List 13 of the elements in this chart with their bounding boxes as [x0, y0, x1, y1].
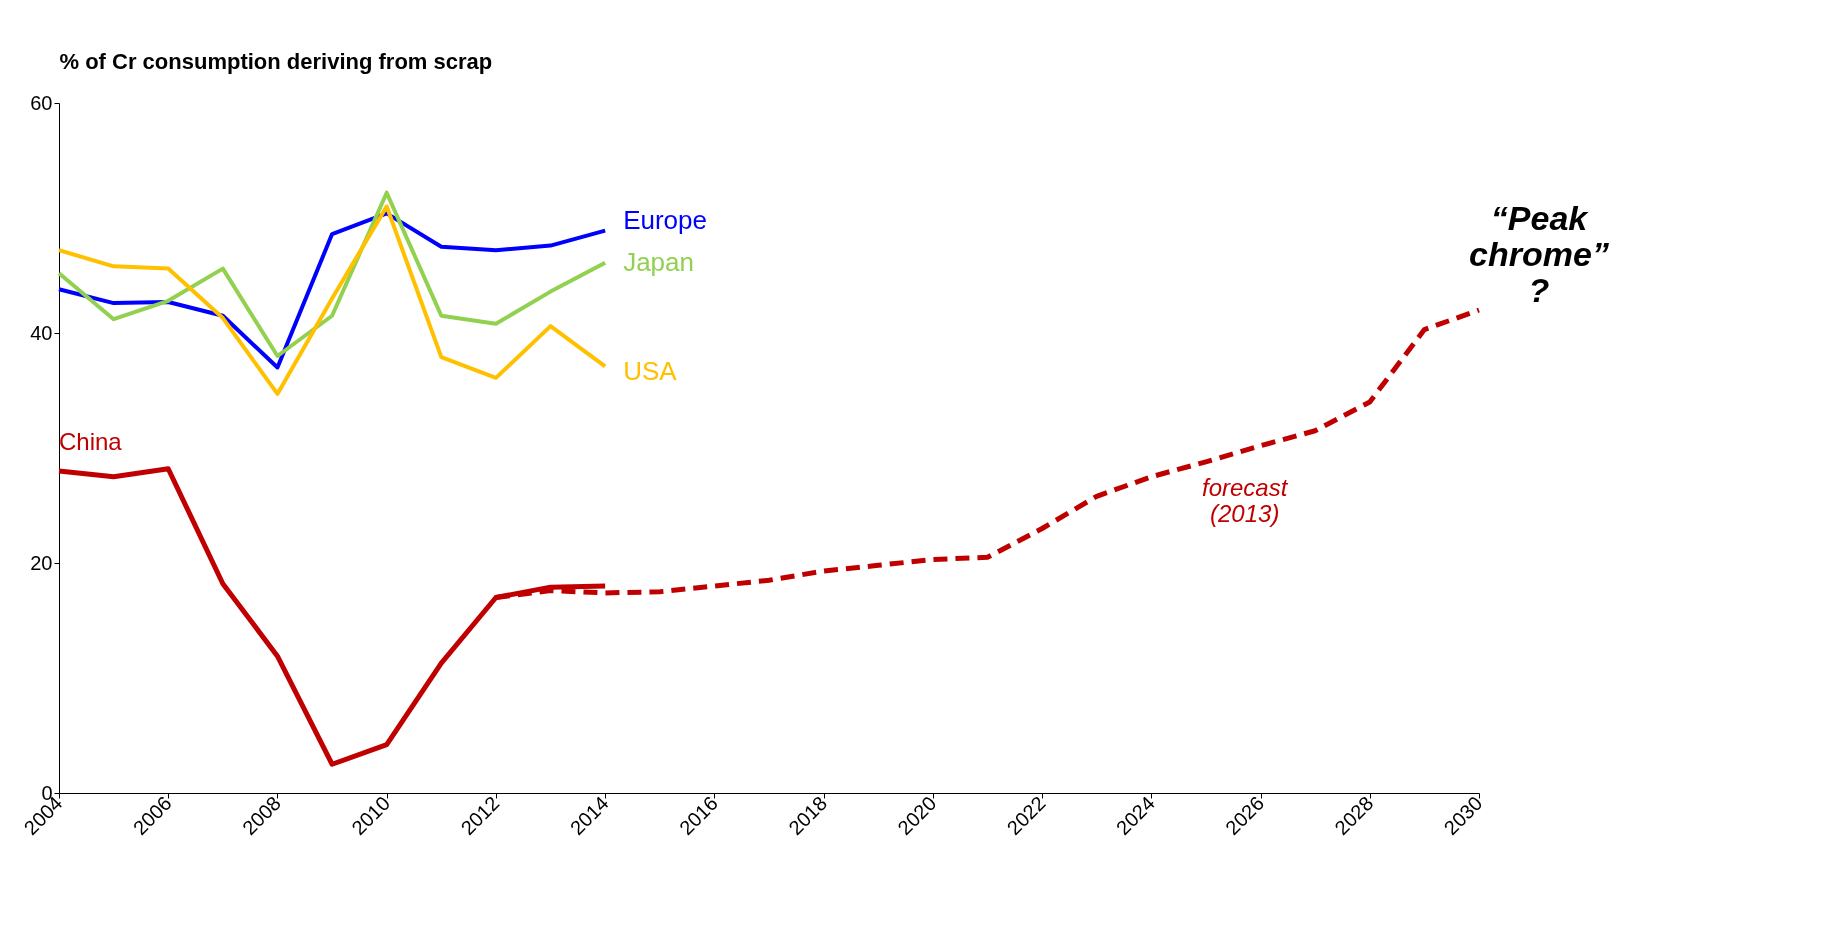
line-series [57, 211, 608, 370]
series-label: USA [623, 356, 678, 387]
line-series [57, 190, 608, 358]
annotation: “Peak chrome” ? [1469, 199, 1609, 310]
series-label: Japan [623, 246, 694, 277]
y-axis-title: % of Cr consumption deriving from scrap [59, 48, 493, 74]
y-tick-label: 40 [30, 321, 53, 344]
y-tick-label: 60 [30, 91, 53, 114]
series-label: China [59, 428, 123, 455]
y-tick-label: 20 [30, 551, 53, 574]
line-series [57, 204, 608, 396]
series-label: Europe [623, 204, 707, 235]
annotation: forecast (2013) [1202, 474, 1289, 528]
